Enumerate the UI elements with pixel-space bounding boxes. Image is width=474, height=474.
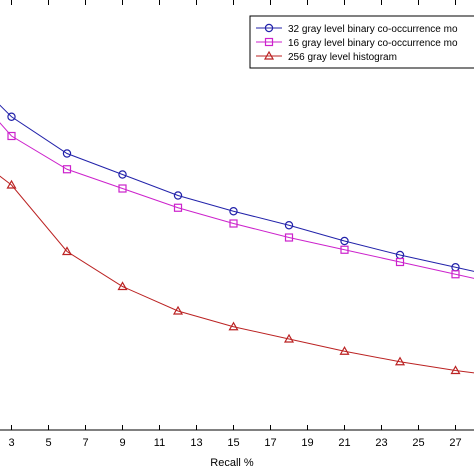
series-layer [0,104,474,375]
data-point [283,333,295,343]
legend-entry-label: 16 gray level binary co-occurrence mo [288,38,458,49]
x-tick-label: 19 [301,437,313,449]
data-point [7,112,16,121]
data-point [228,321,239,331]
data-point [229,219,238,228]
data-point [172,305,184,315]
data-point [339,346,350,355]
data-point [450,365,461,375]
data-point [340,236,349,246]
data-point [284,221,294,230]
legend-box [249,15,474,69]
series-line [0,175,474,374]
data-point [62,149,72,158]
x-tick-label: 25 [412,437,424,449]
data-point [284,233,294,242]
series-line [0,122,474,279]
data-point [173,191,183,200]
x-tick-label: 3 [8,437,14,449]
legend-marker [263,50,275,60]
legend-entry-label: 256 gray level histogram [288,52,397,63]
x-tick-label: 27 [449,437,461,449]
data-point [117,281,128,291]
x-axis-label: Recall % [210,457,254,469]
legend: 32 gray level binary co-occurrence mo 16 … [249,15,474,69]
x-tick-label: 17 [264,437,276,449]
data-point [61,246,73,256]
legend-marker [264,23,274,33]
series-2 [0,122,474,279]
data-point [7,131,16,141]
series-1 [0,104,474,272]
data-point [62,165,72,174]
data-point [118,184,127,193]
data-point [394,356,406,366]
data-point [395,257,405,267]
data-point [229,207,238,216]
x-tick-label: 15 [227,437,239,449]
x-tick-label: 5 [45,437,51,449]
data-point [6,179,17,189]
x-tick-label: 21 [338,437,350,449]
x-tick-label: 7 [82,437,88,449]
x-tick-label: 13 [190,437,202,449]
data-point [173,203,183,212]
legend-items: 32 gray level binary co-occurrence mo 16 … [256,23,458,63]
series-3 [0,175,474,375]
x-tick-label: 9 [119,437,125,449]
x-axis-ticks: 3 5 7 9 11 13 15 17 19 21 23 25 27 [8,0,462,449]
data-point [118,170,127,179]
data-point [451,270,460,279]
x-tick-label: 23 [375,437,387,449]
series-line [0,104,474,272]
data-point [340,245,349,254]
legend-entry-label: 32 gray level binary co-occurrence mo [288,24,458,35]
legend-marker [264,37,274,47]
plot-area: 3 5 7 9 11 13 15 17 19 21 23 25 27 [0,0,474,449]
x-tick-label: 11 [154,437,165,449]
